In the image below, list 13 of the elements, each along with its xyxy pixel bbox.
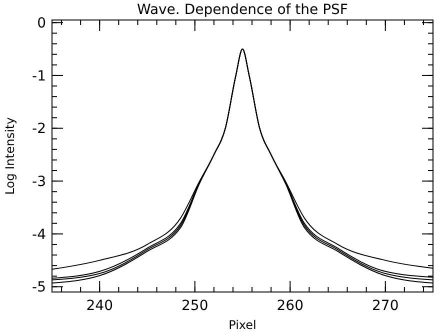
x-tick-label: 260: [276, 298, 304, 314]
y-tick-label: -3: [32, 174, 46, 190]
y-tick-label: -1: [32, 68, 46, 84]
chart-title: Wave. Dependence of the PSF: [137, 2, 348, 18]
y-tick-label: -5: [32, 280, 46, 296]
x-tick-label: 270: [372, 298, 399, 314]
y-tick-label: -4: [32, 226, 46, 243]
x-tick-label: 240: [86, 298, 113, 314]
y-tick-label: -2: [32, 121, 46, 138]
x-tick-label: 250: [182, 298, 208, 314]
y-tick-label: 0: [37, 16, 46, 32]
y-axis-title: Log Intensity: [3, 117, 17, 195]
x-axis-title: Pixel: [228, 318, 256, 332]
